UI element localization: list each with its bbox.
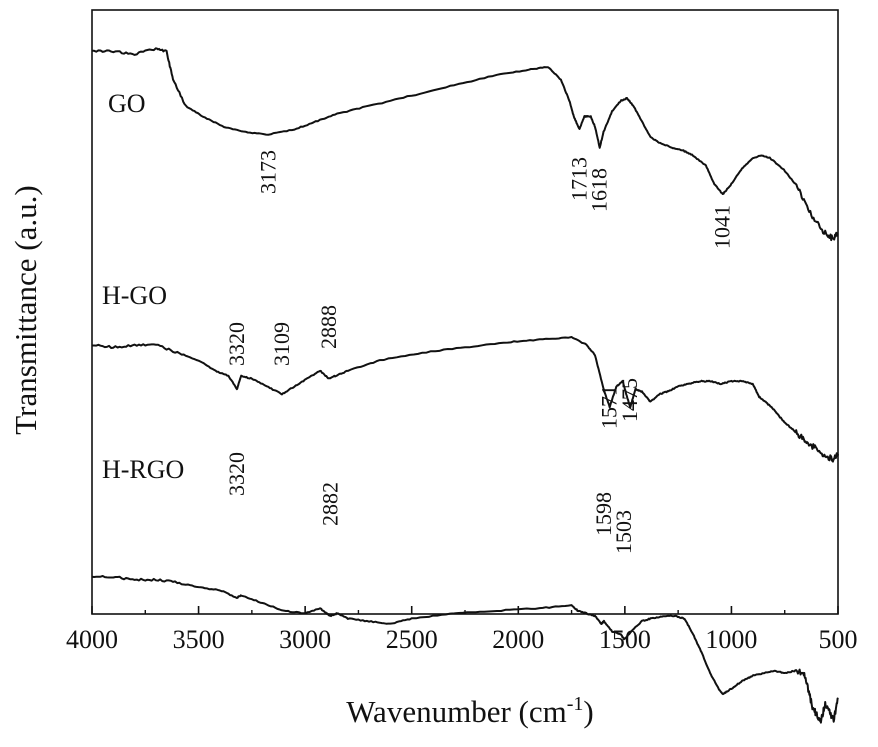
x-tick-label: 2000 bbox=[492, 625, 544, 654]
series-label-h-go: H-GO bbox=[102, 281, 167, 310]
series-labels: GO H-GO H-RGO bbox=[102, 89, 184, 484]
peak-label-h-rgo-1598: 1598 bbox=[591, 492, 616, 536]
peak-label-h-rgo-1503: 1503 bbox=[611, 510, 636, 554]
series-label-go: GO bbox=[108, 89, 146, 118]
peak-label-h-rgo-3320: 3320 bbox=[224, 452, 249, 496]
peak-label-h-rgo-2882: 2882 bbox=[317, 482, 342, 526]
peak-label-h-go-1571: 1571 bbox=[597, 385, 622, 429]
peak-label-h-go-3320: 3320 bbox=[224, 322, 249, 366]
peak-label-go-1713: 1713 bbox=[567, 157, 592, 201]
x-tick-label: 1000 bbox=[705, 625, 757, 654]
x-tick-label: 2500 bbox=[386, 625, 438, 654]
series-go-line bbox=[92, 47, 839, 242]
x-tick-label: 3000 bbox=[279, 625, 331, 654]
x-tick-label: 500 bbox=[819, 625, 858, 654]
peak-label-h-go-1475: 1475 bbox=[617, 378, 642, 422]
x-axis-title-superscript: -1 bbox=[567, 693, 584, 715]
x-axis-ticks: 4000 3500 3000 2500 2000 1500 1000 500 bbox=[66, 606, 858, 654]
plot-frame bbox=[91, 9, 839, 615]
x-tick-label: 4000 bbox=[66, 625, 118, 654]
spectra bbox=[91, 47, 839, 724]
x-axis-title: Wavenumber (cm-1) bbox=[346, 693, 593, 729]
series-h-go-line bbox=[92, 336, 839, 463]
peak-label-h-go-3109: 3109 bbox=[269, 322, 294, 366]
peak-label-go-1041: 1041 bbox=[710, 205, 735, 249]
plot-border bbox=[91, 9, 839, 615]
peak-label-go-3173: 3173 bbox=[255, 150, 280, 194]
peak-label-h-go-2888: 2888 bbox=[316, 305, 341, 349]
y-axis-title: Transmittance (a.u.) bbox=[8, 185, 43, 434]
series-h-rgo-line bbox=[91, 575, 839, 724]
series-label-h-rgo: H-RGO bbox=[102, 455, 184, 484]
x-tick-label: 3500 bbox=[173, 625, 225, 654]
peak-label-go-1618: 1618 bbox=[587, 168, 612, 212]
